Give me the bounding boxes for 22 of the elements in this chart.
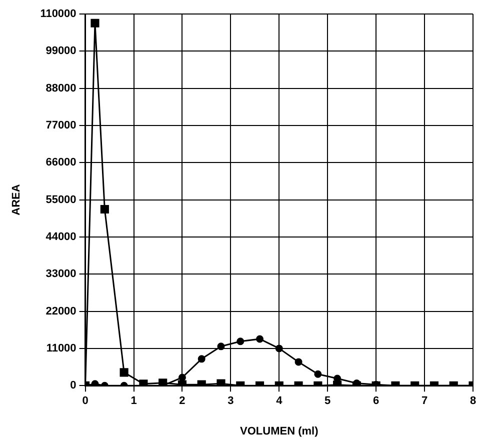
x-tick-label: 4: [276, 395, 284, 408]
y-tick-label: 11000: [46, 342, 76, 354]
x-tick-label: 6: [373, 395, 380, 408]
x-tick-label: 7: [421, 395, 428, 408]
x-tick-label: 5: [324, 395, 331, 408]
y-tick-label: 110000: [40, 8, 76, 20]
y-tick-label: 99000: [46, 45, 76, 58]
y-tick-label: 55000: [46, 194, 76, 206]
x-tick-label: 1: [130, 395, 137, 408]
y-tick-label: 66000: [46, 156, 76, 169]
x-tick-label: 2: [179, 395, 186, 408]
x-tick-label: 0: [82, 395, 88, 408]
x-axis-title: VOLUMEN (ml): [240, 425, 319, 438]
y-tick-label: 0: [70, 380, 76, 392]
y-axis-title: AREA: [10, 184, 23, 216]
y-tick-label: 22000: [46, 305, 76, 318]
y-tick-label: 33000: [46, 268, 76, 280]
y-tick-label: 88000: [46, 82, 76, 94]
y-tick-label: 44000: [46, 230, 76, 243]
x-tick-label: 3: [228, 395, 234, 408]
y-tick-label: 77000: [46, 120, 76, 132]
x-tick-label: 8: [470, 395, 476, 408]
